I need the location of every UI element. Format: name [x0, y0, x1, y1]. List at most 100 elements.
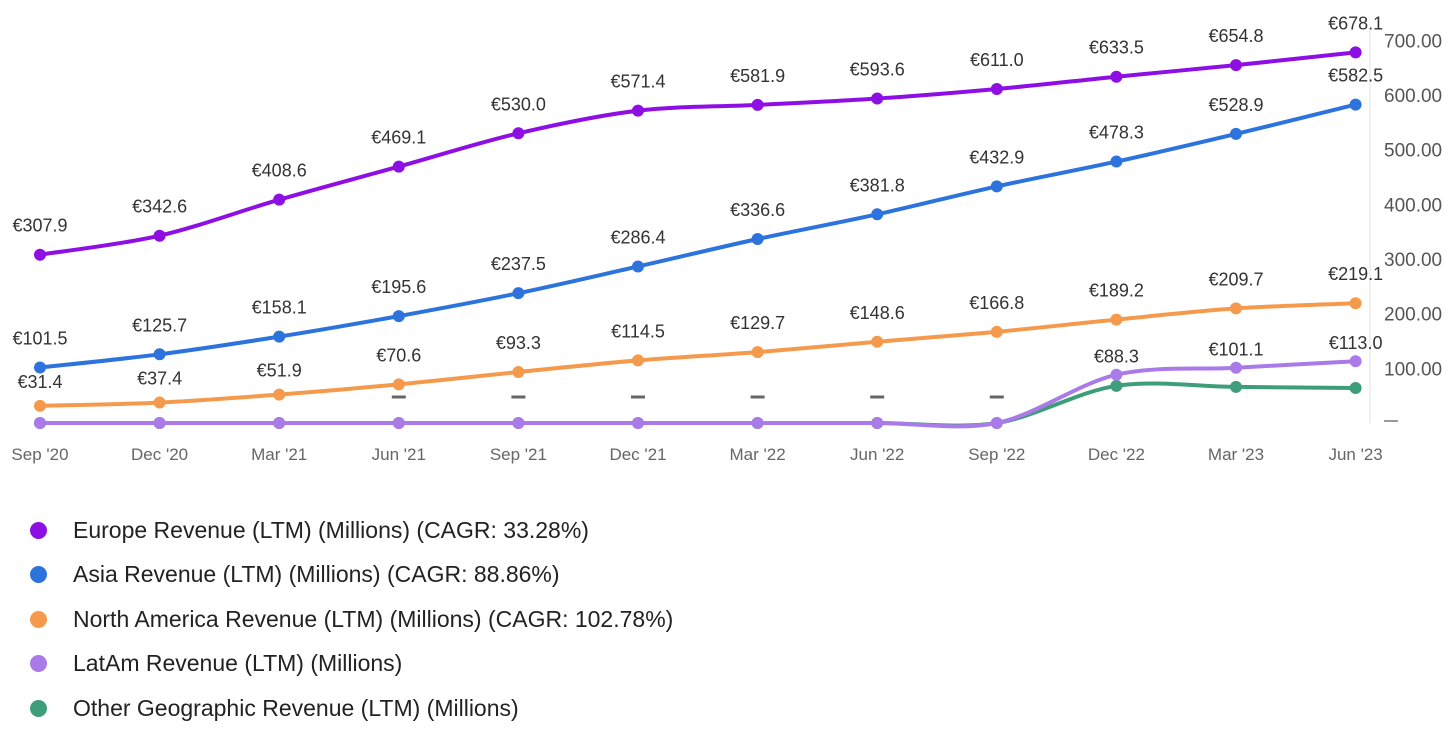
data-point	[1110, 155, 1123, 168]
x-tick-label: Mar '21	[251, 445, 307, 464]
data-point	[990, 417, 1003, 429]
data-point	[153, 396, 166, 409]
data-point	[751, 233, 764, 246]
data-point	[1110, 379, 1123, 392]
revenue-line-chart: 100.00 200.00 300.00 400.00 500.00 600.00 700.…	[11, 13, 1442, 464]
data-point	[990, 325, 1003, 338]
data-label: €593.6	[850, 60, 905, 80]
data-point	[273, 388, 286, 401]
data-label: €381.8	[850, 175, 905, 195]
y-tick-label: 500.00	[1384, 141, 1442, 162]
data-point	[871, 335, 884, 348]
data-point	[392, 160, 405, 173]
data-label: €195.6	[371, 277, 426, 297]
x-tick-label: Dec '22	[1088, 445, 1145, 464]
data-point	[512, 366, 525, 379]
data-label: €37.4	[137, 369, 182, 389]
data-point	[153, 417, 166, 429]
data-label: €286.4	[610, 227, 665, 247]
data-label: €528.9	[1208, 95, 1263, 115]
series-line	[38, 102, 1358, 370]
data-point	[990, 180, 1003, 193]
legend-item: Other Geographic Revenue (LTM) (Millions…	[30, 686, 673, 731]
data-label: €654.8	[1208, 26, 1263, 46]
data-point	[1110, 368, 1123, 381]
data-point	[1230, 380, 1242, 393]
data-label: €114.5	[611, 321, 665, 341]
legend-label: Asia Revenue (LTM) (Millions) (CAGR: 88.…	[73, 561, 560, 588]
legend-label: Europe Revenue (LTM) (Millions) (CAGR: 3…	[73, 516, 589, 543]
data-point	[1230, 361, 1242, 374]
data-label: €408.6	[252, 161, 307, 181]
data-point	[273, 330, 286, 343]
data-point	[1349, 46, 1362, 59]
data-point	[273, 193, 286, 206]
data-point	[1230, 127, 1242, 140]
data-label: €125.7	[132, 315, 187, 335]
chart-legend: Europe Revenue (LTM) (Millions) (CAGR: 3…	[30, 508, 673, 731]
y-tick-label: 100.00	[1384, 359, 1442, 380]
data-point	[512, 287, 525, 300]
x-tick-label: Sep '21	[490, 445, 547, 464]
data-label: €129.7	[730, 313, 785, 333]
data-label: €189.2	[1089, 281, 1144, 301]
series-line	[38, 301, 1358, 408]
x-tick-label: Jun '21	[372, 445, 426, 464]
data-point	[632, 260, 644, 273]
legend-item: Europe Revenue (LTM) (Millions) (CAGR: 3…	[30, 508, 673, 553]
data-point	[990, 83, 1003, 96]
data-label: €158.1	[252, 298, 307, 318]
data-label: €148.6	[850, 303, 905, 323]
data-label: €530.0	[491, 94, 546, 114]
x-tick-label: Mar '23	[1208, 445, 1264, 464]
x-tick-label: Mar '22	[730, 445, 786, 464]
legend-item: North America Revenue (LTM) (Millions) (…	[30, 597, 673, 642]
data-point	[512, 417, 525, 429]
data-label: €342.6	[132, 197, 187, 217]
legend-label: Other Geographic Revenue (LTM) (Millions…	[73, 694, 519, 721]
data-point	[632, 417, 644, 429]
data-label: €51.9	[257, 361, 302, 381]
data-label: €237.5	[491, 254, 546, 274]
legend-label: LatAm Revenue (LTM) (Millions)	[73, 650, 403, 677]
data-point	[34, 248, 46, 261]
data-label: €307.9	[12, 216, 67, 236]
data-point	[153, 348, 166, 361]
data-label: €209.7	[1208, 269, 1263, 289]
data-point	[34, 399, 46, 412]
y-tick-label: 200.00	[1384, 305, 1442, 326]
y-tick-label: 700.00	[1384, 31, 1442, 52]
data-point	[153, 229, 166, 242]
legend-marker	[30, 610, 47, 628]
data-label: €88.3	[1094, 347, 1139, 367]
data-label: €166.8	[969, 293, 1024, 313]
series-line	[38, 381, 1358, 428]
y-tick-label: 600.00	[1384, 86, 1442, 107]
legend-marker	[30, 699, 47, 717]
data-label: €582.5	[1328, 66, 1383, 86]
legend-marker	[30, 566, 47, 584]
data-label: €633.5	[1089, 38, 1144, 58]
data-point	[392, 417, 405, 429]
data-label: €113.0	[1329, 333, 1383, 353]
data-point	[751, 346, 764, 359]
data-point	[273, 417, 286, 429]
data-label: €219.1	[1328, 264, 1383, 284]
x-tick-label: Dec '21	[609, 445, 666, 464]
data-point	[871, 92, 884, 105]
data-label: €336.6	[730, 200, 785, 220]
data-point	[1110, 70, 1123, 83]
data-label: €469.1	[371, 128, 426, 148]
x-tick-label: Sep '22	[968, 445, 1025, 464]
data-point	[392, 378, 405, 391]
data-point	[1349, 98, 1362, 111]
data-label: €611.0	[970, 50, 1024, 70]
legend-marker	[30, 655, 47, 673]
y-tick-label: 300.00	[1384, 250, 1442, 271]
data-point	[871, 208, 884, 221]
data-label: €678.1	[1328, 13, 1383, 33]
data-point	[1230, 59, 1242, 72]
y-tick-label: 400.00	[1384, 195, 1442, 216]
series-line	[38, 359, 1358, 429]
data-label: €571.4	[610, 72, 665, 92]
